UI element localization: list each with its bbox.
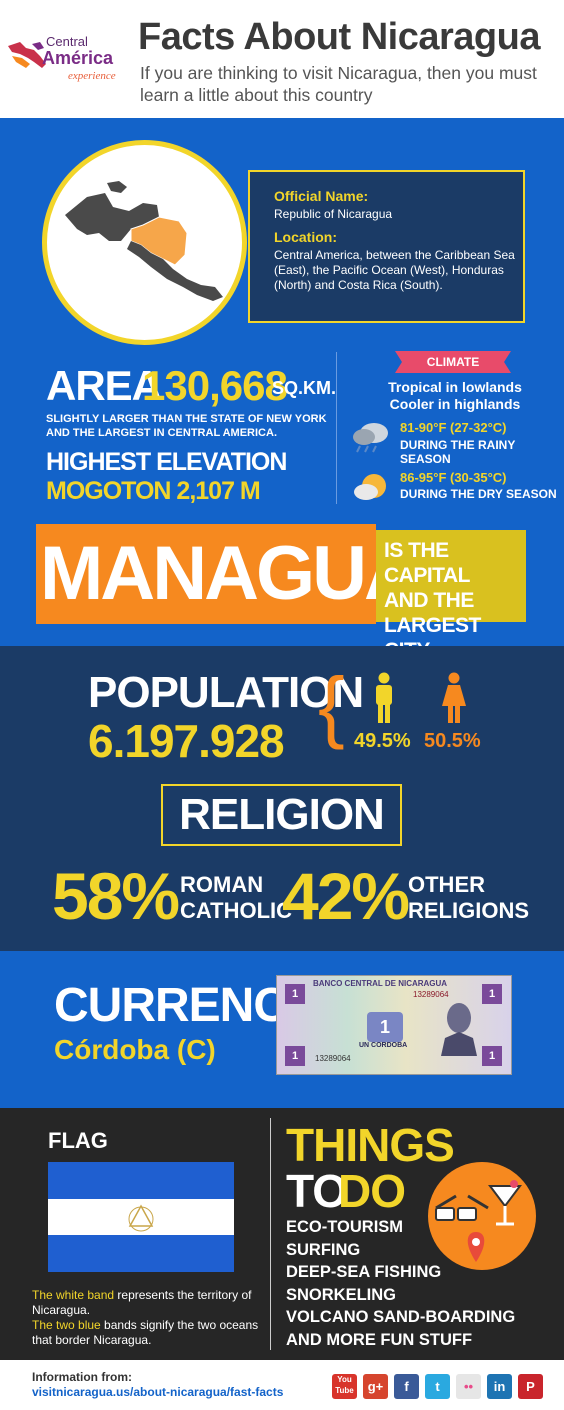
capital-city: MANAGUA (40, 528, 372, 620)
logo-line-central: Central (46, 34, 88, 49)
climate-tag: CLIMATE (395, 351, 511, 373)
info-box: Official Name: Republic of Nicaragua Loc… (248, 170, 525, 323)
things-to-do-list: ECO-TOURISM SURFING DEEP-SEA FISHING SNO… (286, 1216, 515, 1351)
map-circle (42, 140, 247, 345)
rain-cloud-icon (350, 420, 392, 454)
banknote-corner-digit-br: 1 (482, 1046, 502, 1066)
currency-value: Córdoba (C) (54, 1034, 216, 1066)
flag-desc-blue: The two blue bands signify the two ocean… (32, 1318, 272, 1348)
catholic-label-line1: ROMAN (180, 872, 292, 898)
flag-label: FLAG (48, 1128, 108, 1154)
twitter-icon[interactable]: t (425, 1374, 450, 1399)
banknote-corner-digit-tl: 1 (285, 984, 305, 1004)
youtube-icon[interactable]: You Tube (332, 1374, 357, 1399)
dry-season-temp: 86-95°F (30-35°C) (400, 470, 507, 485)
sun-cloud-icon (350, 470, 392, 504)
official-name-value: Republic of Nicaragua (274, 207, 392, 222)
things-title-do: DO (338, 1164, 405, 1218)
list-item: AND MORE FUN STUFF (286, 1329, 515, 1352)
flag-desc-blue-highlight: The two blue (32, 1318, 101, 1332)
list-item: SURFING (286, 1239, 515, 1262)
rainy-season-temp: 81-90°F (27-32°C) (400, 420, 507, 435)
area-unit: SQ.KM. (272, 378, 336, 399)
other-religions-label-line1: OTHER (408, 872, 529, 898)
male-percentage: 49.5% (354, 730, 411, 753)
catholic-label-line2: CATHOLIC (180, 898, 292, 924)
climate-line-highlands: Cooler in highlands (350, 396, 560, 413)
female-percentage: 50.5% (424, 730, 481, 753)
official-name-label: Official Name: (274, 188, 368, 204)
banknote-denomination: UN CORDOBA (359, 1042, 407, 1049)
flickr-icon[interactable]: •• (456, 1374, 481, 1399)
list-item: ECO-TOURISM (286, 1216, 515, 1239)
catholic-label: ROMAN CATHOLIC (180, 872, 292, 924)
area-value: 130,668 (142, 362, 287, 410)
climate-line-lowlands: Tropical in lowlands (350, 379, 560, 396)
central-america-map-icon (47, 145, 242, 340)
location-value: Central America, between the Caribbean S… (274, 248, 519, 293)
capital-side-text: IS THE CAPITAL AND THE LARGEST CITY (384, 538, 524, 663)
banknote-serial-bottom: 13289064 (315, 1054, 351, 1063)
banknote-corner-digit-bl: 1 (285, 1046, 305, 1066)
page-title: Facts About Nicaragua (138, 16, 540, 59)
stats-divider (336, 352, 337, 504)
banknote-denomination-digit: 1 (367, 1012, 403, 1042)
list-item: VOLCANO SAND-BOARDING (286, 1306, 515, 1329)
other-religions-label-line2: RELIGIONS (408, 898, 529, 924)
catholic-percentage: 58% (52, 858, 178, 934)
other-religions-label: OTHER RELIGIONS (408, 872, 529, 924)
religion-label: RELIGION (161, 786, 402, 844)
capital-line-2: AND THE (384, 588, 524, 613)
pinterest-icon[interactable]: P (518, 1374, 543, 1399)
banknote-corner-digit-tr: 1 (482, 984, 502, 1004)
other-religions-percentage: 42% (282, 858, 408, 934)
logo-line-america: América (42, 48, 113, 69)
google-plus-icon[interactable]: g+ (363, 1374, 388, 1399)
portrait-icon (437, 996, 481, 1056)
banknote-bank-name: BANCO CENTRAL DE NICARAGUA (313, 979, 447, 988)
source-label: Information from: (32, 1370, 132, 1384)
logo-line-experience: experience (68, 70, 116, 82)
flag-description: The white band represents the territory … (32, 1288, 272, 1348)
elevation-label: HIGHEST ELEVATION (46, 448, 286, 477)
area-description: SLIGHTLY LARGER THAN THE STATE OF NEW YO… (46, 412, 336, 440)
brand-logo[interactable]: Central América experience (6, 30, 136, 90)
male-icon (371, 672, 397, 724)
female-icon (438, 672, 470, 724)
list-item: DEEP-SEA FISHING (286, 1261, 515, 1284)
elevation-value: MOGOTON 2,107 M (46, 477, 260, 506)
linkedin-icon[interactable]: in (487, 1374, 512, 1399)
nicaragua-flag-icon (48, 1162, 234, 1272)
flag-things-divider (270, 1118, 271, 1350)
capital-line-1: IS THE CAPITAL (384, 538, 524, 588)
source-link[interactable]: visitnicaragua.us/about-nicaragua/fast-f… (32, 1385, 283, 1399)
flag-desc-white-highlight: The white band (32, 1288, 114, 1302)
list-item: SNORKELING (286, 1284, 515, 1307)
location-label: Location: (274, 229, 337, 245)
rainy-season-label: DURING THE RAINY SEASON (400, 438, 564, 466)
banknote-image: BANCO CENTRAL DE NICARAGUA 13289064 1328… (276, 975, 512, 1075)
flag-desc-white: The white band represents the territory … (32, 1288, 272, 1318)
population-value: 6.197.928 (88, 714, 284, 768)
facebook-icon[interactable]: f (394, 1374, 419, 1399)
dry-season-label: DURING THE DRY SEASON (400, 487, 557, 501)
page-subtitle: If you are thinking to visit Nicaragua, … (140, 62, 560, 106)
brace-icon: { (318, 666, 345, 746)
climate-description: Tropical in lowlands Cooler in highlands (350, 379, 560, 413)
